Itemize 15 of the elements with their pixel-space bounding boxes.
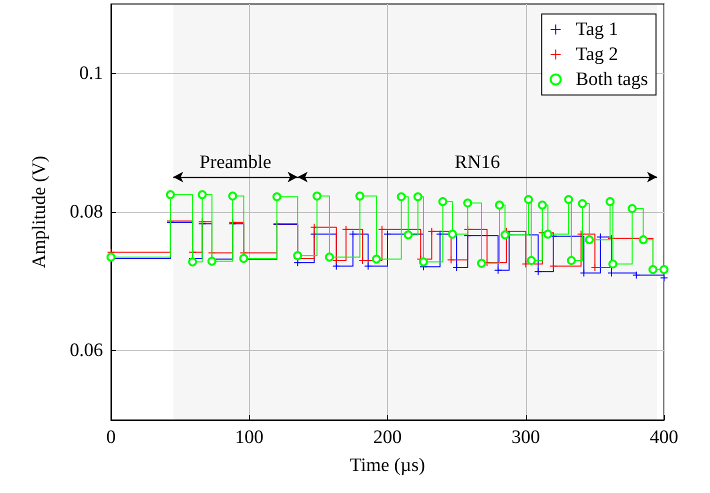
x-tick-label: 100 — [235, 427, 264, 448]
y-tick-label: 0.08 — [70, 202, 103, 222]
legend-label: Tag 2 — [576, 44, 618, 65]
band-label: Preamble — [200, 152, 272, 174]
x-tick-label: 300 — [512, 427, 540, 448]
x-tick-label: 0 — [106, 427, 116, 448]
band-label: RN16 — [454, 152, 500, 174]
legend-label: Tag 1 — [576, 19, 618, 40]
x-tick-label: 400 — [650, 427, 678, 448]
legend-label: Both tags — [576, 69, 648, 90]
x-axis-title: Time (µs) — [350, 455, 426, 476]
y-tick-label: 0.06 — [70, 340, 103, 362]
y-axis-title: Amplitude (V) — [29, 156, 50, 268]
x-tick-label: 200 — [373, 427, 402, 448]
y-tick-label: 0.1 — [79, 62, 103, 84]
